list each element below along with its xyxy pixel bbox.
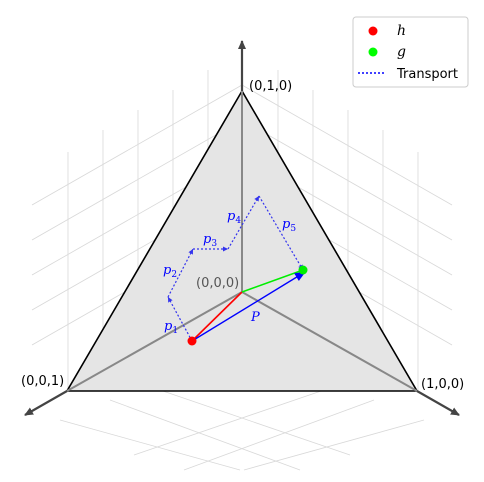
segment-label-p3: p3 [203,232,217,249]
segment-label-p5: p5 [282,217,296,234]
legend-label-h: h [397,23,406,39]
legend: h g Transport [352,16,469,88]
legend-marker-g [368,47,378,57]
legend-box [352,16,469,88]
legend-marker-h [368,26,378,36]
point-g [298,265,308,275]
direct-transport-arrow [191,271,306,342]
transport-segment-p2 [167,248,194,298]
transport-path [167,195,304,342]
segment-label-p4: p4 [227,209,241,226]
axis-arrow-left [24,390,68,416]
segment-label-p2: p2 [163,263,177,280]
corner-label-right: (1,0,0) [421,377,464,392]
direct-transport-label: P [250,310,260,325]
axis-arrow-right [416,390,460,416]
legend-label-transport: Transport [396,67,458,82]
segment-label-p1: p1 [164,319,178,336]
origin-label: (0,0,0) [196,276,239,291]
inner-edges [66,91,418,392]
legend-label-g: g [397,44,406,60]
origin-to-g-line [241,269,304,293]
origin-to-h-line [191,291,243,342]
axis-arrows [24,40,460,416]
transport-segment-p1 [167,296,193,342]
point-h [187,336,197,346]
corner-label-top: (0,1,0) [249,79,292,94]
corner-label-left: (0,0,1) [21,374,64,389]
